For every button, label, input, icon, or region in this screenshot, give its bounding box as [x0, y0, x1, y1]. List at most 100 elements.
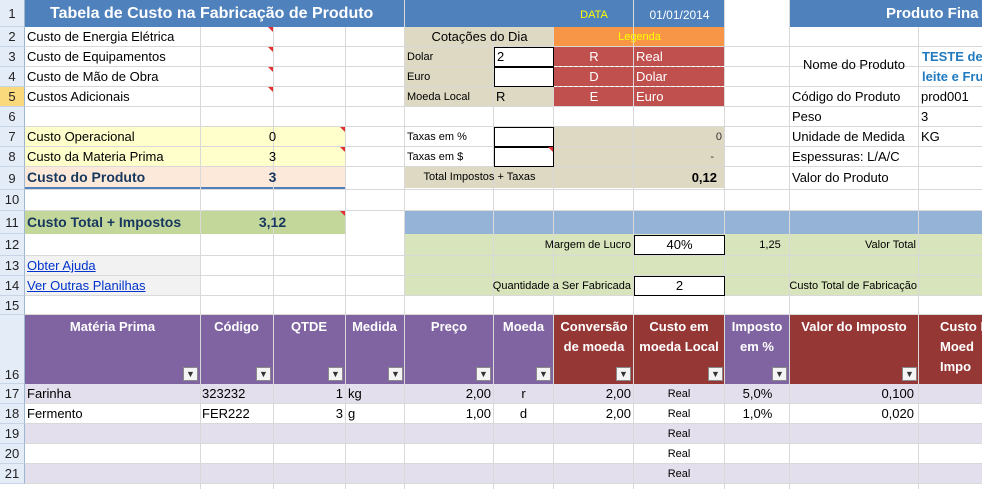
date-value[interactable]: 01/01/2014	[649, 8, 710, 22]
row-header-19[interactable]: 19	[0, 424, 25, 444]
col-header-conversao[interactable]: Conversão de moeda	[560, 319, 628, 354]
table-cell-preco[interactable]: 2,00	[465, 386, 491, 401]
filter-dropdown-icon[interactable]: ▼	[388, 367, 403, 381]
row-header-2[interactable]: 2	[0, 27, 25, 47]
euro-value-input[interactable]	[494, 67, 554, 87]
filter-dropdown-icon[interactable]: ▼	[256, 367, 271, 381]
table-cell-custo-local[interactable]: Real	[667, 448, 691, 460]
table-cell-preco[interactable]: 1,00	[465, 406, 491, 421]
row-header-3[interactable]: 3	[0, 47, 25, 67]
row-header-10[interactable]: 10	[0, 190, 25, 211]
filter-dropdown-icon[interactable]: ▼	[536, 367, 551, 381]
col-header-imposto-pct[interactable]: Imposto em %	[731, 319, 783, 354]
table-cell-custo-local[interactable]: Real	[667, 388, 691, 400]
custo-total-label[interactable]: Custo Total + Impostos	[27, 214, 182, 230]
row-header-9[interactable]: 9	[0, 167, 25, 190]
taxas-total-value: 0,12	[691, 170, 717, 185]
table-cell-conversao[interactable]: 2,00	[605, 406, 631, 421]
col-header-valor-imposto[interactable]: Valor do Imposto	[801, 319, 907, 334]
table-cell-qtde[interactable]: 3	[335, 406, 343, 421]
custo-equipamentos-label[interactable]: Custo de Equipamentos	[27, 49, 166, 64]
custo-produto-value[interactable]: 3	[268, 169, 277, 185]
dolar-value-input[interactable]: 2	[494, 47, 554, 67]
custos-adicionais-label[interactable]: Custos Adicionais	[27, 89, 130, 104]
custo-produto-label[interactable]: Custo do Produto	[27, 169, 146, 185]
table-cell-medida[interactable]: kg	[348, 386, 362, 401]
cotacoes-header: Cotações do Dia	[431, 29, 528, 44]
produto-bg	[25, 167, 345, 188]
col-header-moeda[interactable]: Moeda	[502, 319, 545, 334]
row-header-20[interactable]: 20	[0, 444, 25, 464]
nome-produto-value-line2[interactable]: leite e Fru	[922, 69, 982, 84]
table-cell-imposto[interactable]: 1,0%	[742, 406, 773, 421]
custo-operacional-value[interactable]: 0	[268, 129, 277, 144]
row-header-6[interactable]: 6	[0, 107, 25, 127]
col-header-custo-local[interactable]: Custo em moeda Local	[639, 319, 719, 354]
nome-produto-value-line1[interactable]: TESTE de C	[922, 49, 982, 64]
legenda-header-bg	[554, 27, 725, 47]
filter-dropdown-icon[interactable]: ▼	[616, 367, 631, 381]
row-header-12[interactable]: 12	[0, 234, 25, 256]
obter-ajuda-link[interactable]: Obter Ajuda	[27, 258, 96, 273]
margem-lucro-input[interactable]: 40%	[634, 235, 725, 255]
col-header-custo-d[interactable]: Custo D Moed Impo	[940, 319, 982, 374]
table-cell-custo-local[interactable]: Real	[667, 408, 691, 420]
table-cell-qtde[interactable]: 1	[335, 386, 343, 401]
row-header-5[interactable]: 5	[0, 87, 25, 107]
filter-dropdown-icon[interactable]: ▼	[476, 367, 491, 381]
row-header-18[interactable]: 18	[0, 404, 25, 424]
row-header-11[interactable]: 11	[0, 211, 25, 234]
table-cell-custo-local[interactable]: Real	[667, 468, 691, 480]
table-cell-codigo[interactable]: 323232	[202, 386, 246, 401]
table-cell-moeda[interactable]: d	[519, 406, 528, 421]
row-header-15[interactable]: 15	[0, 296, 25, 315]
table-cell-valor-imposto[interactable]: 0,100	[881, 386, 914, 401]
codigo-produto-value[interactable]: prod001	[921, 89, 969, 104]
filter-dropdown-icon[interactable]: ▼	[328, 367, 343, 381]
filter-dropdown-icon[interactable]: ▼	[708, 367, 723, 381]
row-header-8[interactable]: 8	[0, 147, 25, 167]
col-header-medida[interactable]: Medida	[352, 319, 397, 334]
table-cell-valor-imposto[interactable]: 0,020	[881, 406, 914, 421]
ver-outras-planilhas-link[interactable]: Ver Outras Planilhas	[27, 278, 146, 293]
custo-mao-obra-label[interactable]: Custo de Mão de Obra	[27, 69, 159, 84]
table-cell-materia[interactable]: Farinha	[27, 386, 72, 401]
custo-materia-label[interactable]: Custo da Materia Prima	[27, 149, 164, 164]
row-header-7[interactable]: 7	[0, 127, 25, 147]
filter-dropdown-icon[interactable]: ▼	[902, 367, 917, 381]
row-header-16[interactable]: 16	[0, 315, 25, 384]
unidade-medida-label: Unidade de Medida	[792, 129, 905, 144]
taxas-cash-input[interactable]	[494, 147, 554, 167]
row-header-4[interactable]: 4	[0, 67, 25, 87]
table-cell-custo-local[interactable]: Real	[667, 428, 691, 440]
taxas-pct-input[interactable]	[494, 127, 554, 147]
row-header-1[interactable]: 1	[0, 0, 25, 27]
table-cell-materia[interactable]: Fermento	[27, 406, 83, 421]
row-header-21[interactable]: 21	[0, 464, 25, 484]
table-cell-medida[interactable]: g	[348, 406, 356, 421]
table-cell-conversao[interactable]: 2,00	[605, 386, 631, 401]
custo-operacional-label[interactable]: Custo Operacional	[27, 129, 135, 144]
taxas-total-label: Total Impostos + Taxas	[423, 171, 536, 183]
row-header-14[interactable]: 14	[0, 276, 25, 296]
quantidade-input[interactable]: 2	[634, 276, 725, 296]
moeda-local-value[interactable]: R	[496, 89, 506, 104]
row-header-17[interactable]: 17	[0, 384, 25, 404]
table-cell-codigo[interactable]: FER222	[202, 406, 250, 421]
filter-dropdown-icon[interactable]: ▼	[183, 367, 198, 381]
custo-total-value[interactable]: 3,12	[258, 214, 287, 230]
table-cell-moeda[interactable]: r	[521, 386, 526, 401]
custo-materia-value[interactable]: 3	[268, 149, 277, 164]
col-header-preco[interactable]: Preço	[430, 319, 468, 334]
filter-dropdown-icon[interactable]: ▼	[772, 367, 787, 381]
row-header-13[interactable]: 13	[0, 256, 25, 276]
table-row18-bg	[25, 404, 982, 424]
col-header-codigo[interactable]: Código	[214, 319, 259, 334]
col-header-qtde[interactable]: QTDE	[290, 319, 328, 334]
unidade-medida-value[interactable]: KG	[921, 129, 940, 144]
custo-energia-label[interactable]: Custo de Energia Elétrica	[27, 29, 175, 44]
peso-value[interactable]: 3	[921, 109, 929, 124]
table-cell-imposto[interactable]: 5,0%	[742, 386, 773, 401]
col-header-materia[interactable]: Matéria Prima	[69, 319, 156, 334]
